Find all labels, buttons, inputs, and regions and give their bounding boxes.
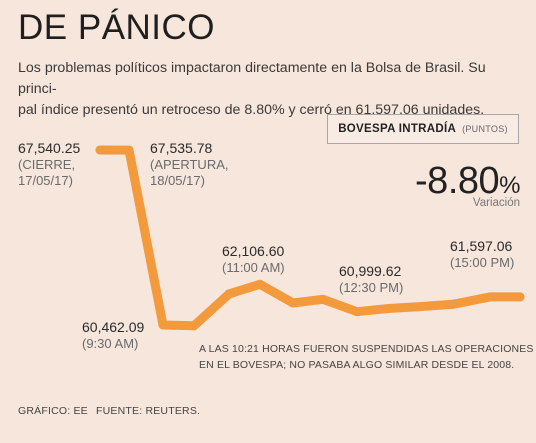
data-label-detail: (CIERRE, — [18, 157, 75, 172]
data-point — [224, 289, 234, 299]
subtitle-line-1: Los problemas políticos impactaron direc… — [18, 60, 486, 97]
data-point — [95, 145, 105, 155]
data-label-detail: 18/05/17) — [150, 173, 205, 188]
data-label-value: 60,462.09 — [82, 319, 144, 335]
index-unit: (PUNTOS) — [462, 124, 508, 134]
page-title: DE PÁNICO — [18, 8, 216, 47]
data-label-detail: (11:00 AM) — [222, 260, 285, 275]
data-label-value: 62,106.60 — [222, 243, 284, 259]
data-point — [255, 279, 265, 289]
data-label-value: 67,540.25 — [18, 140, 80, 156]
data-label-detail: (15:00 PM) — [450, 255, 514, 270]
footer-credit: GRÁFICO: EE — [18, 405, 88, 417]
change-percent-symbol: % — [499, 172, 520, 199]
change-percentage: -8.80% — [415, 160, 520, 203]
data-point — [448, 299, 458, 309]
data-labels: 67,540.25(CIERRE,17/05/17) 67,535.78(APER… — [18, 140, 514, 351]
data-label-detail: 17/05/17) — [18, 173, 73, 188]
footer-source: FUENTE: REUTERS. — [96, 405, 201, 417]
data-point — [158, 320, 168, 330]
data-label-value: 67,535.78 — [150, 140, 212, 156]
annotation-note-line-1: A LAS 10:21 HORAS FUERON SUSPENDIDAS LAS… — [199, 343, 534, 355]
data-point — [124, 145, 134, 155]
data-point — [485, 292, 495, 302]
footer: GRÁFICO: EE FUENTE: REUTERS. — [18, 405, 200, 417]
data-label-detail: (12:30 PM) — [339, 280, 403, 295]
data-point — [515, 292, 525, 302]
change-label: Variación — [472, 197, 520, 209]
data-point — [189, 321, 199, 331]
data-point — [288, 298, 298, 308]
index-label-box: BOVESPA INTRADÍA (PUNTOS) — [327, 114, 519, 144]
annotation-note-line-2: EN EL BOVESPA; NO PASABA ALGO SIMILAR DE… — [199, 359, 514, 371]
data-point — [383, 303, 393, 313]
index-name: BOVESPA INTRADÍA — [338, 123, 457, 135]
data-point — [318, 294, 328, 304]
data-points — [95, 145, 525, 331]
data-label-detail: (APERTURA, — [150, 157, 229, 172]
data-point — [352, 307, 362, 317]
data-label-value: 61,597.06 — [450, 238, 512, 254]
data-point — [413, 302, 423, 312]
series-line — [95, 145, 525, 331]
data-label-value: 60,999.62 — [339, 263, 401, 279]
change-value: -8.80 — [415, 160, 500, 202]
data-label-detail: (9:30 AM) — [82, 336, 138, 351]
